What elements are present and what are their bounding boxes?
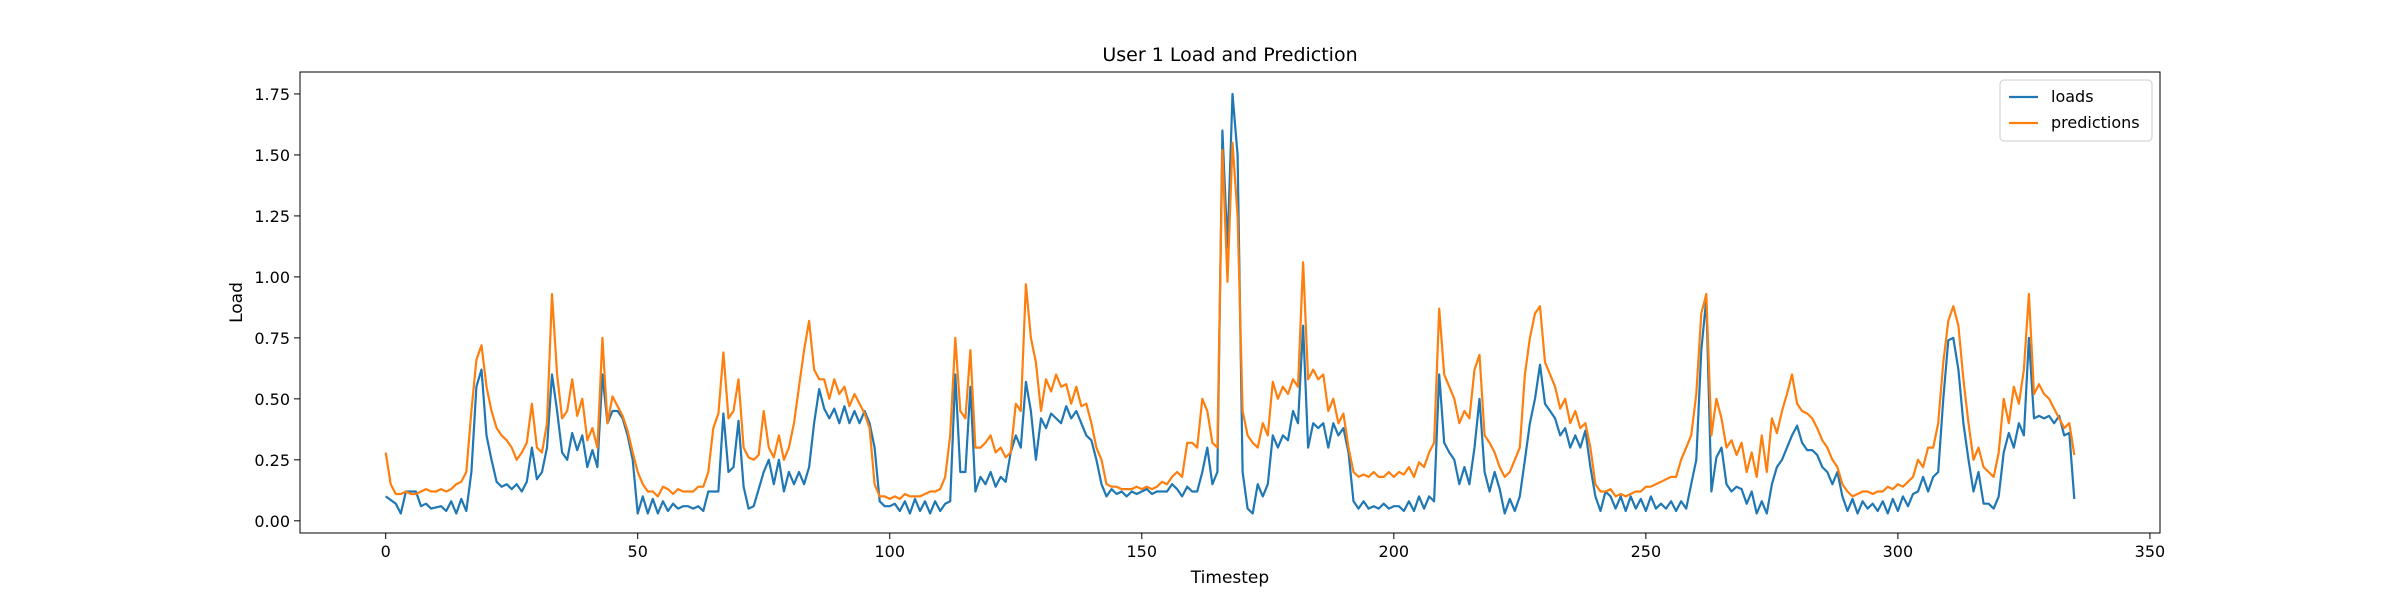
x-tick-label: 150 (1127, 542, 1158, 561)
x-tick-label: 0 (381, 542, 391, 561)
plot-frame (299, 71, 2161, 534)
x-tick-label: 350 (2135, 542, 2166, 561)
y-tick-label: 0.75 (254, 329, 290, 348)
y-tick-label: 0.00 (254, 512, 290, 531)
series-line-predictions (384, 141, 2076, 500)
series-lines (384, 92, 2076, 515)
x-axis: 0 50 100 150 200 250 300 350 (381, 533, 2166, 561)
y-tick-label: 1.75 (254, 85, 290, 104)
y-axis: 0.00 0.25 0.50 0.75 1.00 1.25 1.50 1.75 (254, 85, 300, 531)
x-tick-label: 200 (1379, 542, 1410, 561)
x-axis-label: Timestep (1190, 568, 1269, 588)
legend: loads predictions (1999, 79, 2153, 142)
x-tick-label: 50 (628, 542, 648, 561)
series-line-loads (385, 92, 2076, 515)
y-tick-label: 1.25 (254, 207, 290, 226)
x-tick-label: 250 (1631, 542, 1662, 561)
y-tick-label: 0.25 (254, 451, 290, 470)
legend-label-predictions: predictions (2051, 113, 2140, 132)
y-tick-label: 1.50 (254, 146, 290, 165)
y-tick-label: 0.50 (254, 390, 290, 409)
x-tick-label: 100 (874, 542, 905, 561)
legend-box (1999, 79, 2153, 142)
y-axis-label: Load (227, 282, 247, 323)
chart-title: User 1 Load and Prediction (1102, 44, 1357, 66)
legend-label-loads: loads (2051, 87, 2094, 106)
x-tick-label: 300 (1883, 542, 1914, 561)
y-tick-label: 1.00 (254, 268, 290, 287)
